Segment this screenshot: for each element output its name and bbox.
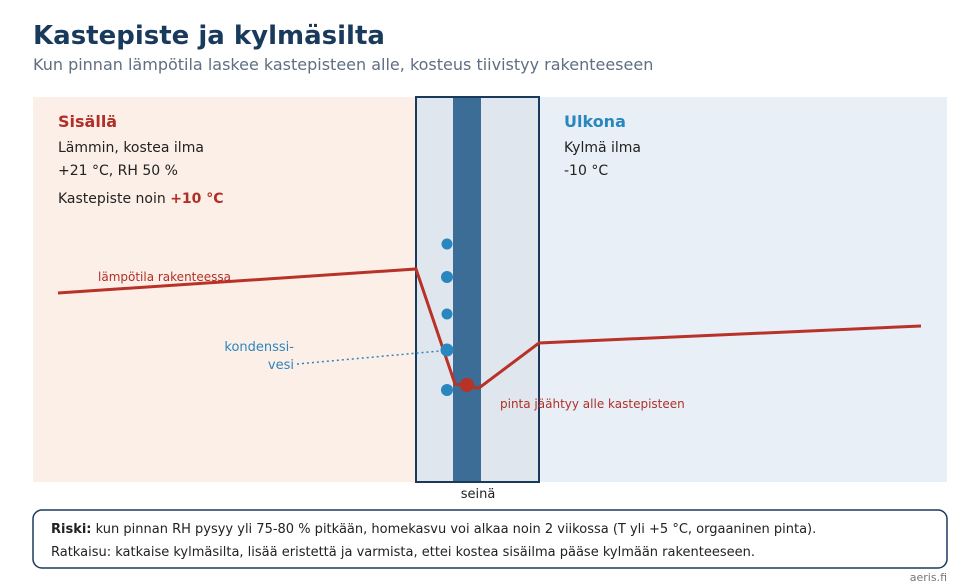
inside-line: Lämmin, kostea ilma: [58, 140, 204, 156]
footer: aeris.fi: [910, 571, 947, 584]
note-box: [32, 509, 948, 569]
dew-point: Kastepiste noin +10 °C: [58, 191, 224, 207]
condensation-pointer: [296, 350, 441, 365]
title: Kastepiste ja kylmäsilta: [33, 21, 385, 51]
outside-line: -10 °C: [564, 163, 608, 179]
thermal-bridge: [453, 98, 481, 481]
subtitle: Kun pinnan lämpötila laskee kastepisteen…: [33, 55, 653, 74]
condensation-label: kondenssi-: [224, 340, 294, 355]
risk-text: kun pinnan RH pysyy yli 75-80 % pitkään,…: [92, 522, 817, 537]
drop: [441, 384, 453, 396]
condensation-label: vesi: [268, 358, 294, 373]
drop: [441, 308, 453, 320]
cold-surface-point: [460, 378, 474, 392]
dew-point-prefix: Kastepiste noin: [58, 191, 170, 207]
inside-line: +21 °C, RH 50 %: [58, 163, 178, 179]
risk-label: Riski:: [51, 522, 92, 537]
outside-line: Kylmä ilma: [564, 140, 641, 156]
surface-label: pinta jäähtyy alle kastepisteen: [500, 397, 685, 411]
inside-heading: Sisällä: [58, 112, 117, 131]
outside-panel: [539, 97, 947, 482]
wall-label: seinä: [461, 487, 496, 502]
condensation-drops: [440, 238, 454, 396]
drop: [441, 238, 453, 250]
dew-point-value: +10 °C: [170, 191, 223, 207]
drop: [440, 343, 454, 357]
risk: Riski: kun pinnan RH pysyy yli 75-80 % p…: [51, 522, 816, 537]
temperature-label: lämpötila rakenteessa: [98, 270, 231, 284]
solution: Ratkaisu: katkaise kylmäsilta, lisää eri…: [51, 545, 755, 560]
drop: [441, 271, 453, 283]
outside-heading: Ulkona: [564, 112, 626, 131]
